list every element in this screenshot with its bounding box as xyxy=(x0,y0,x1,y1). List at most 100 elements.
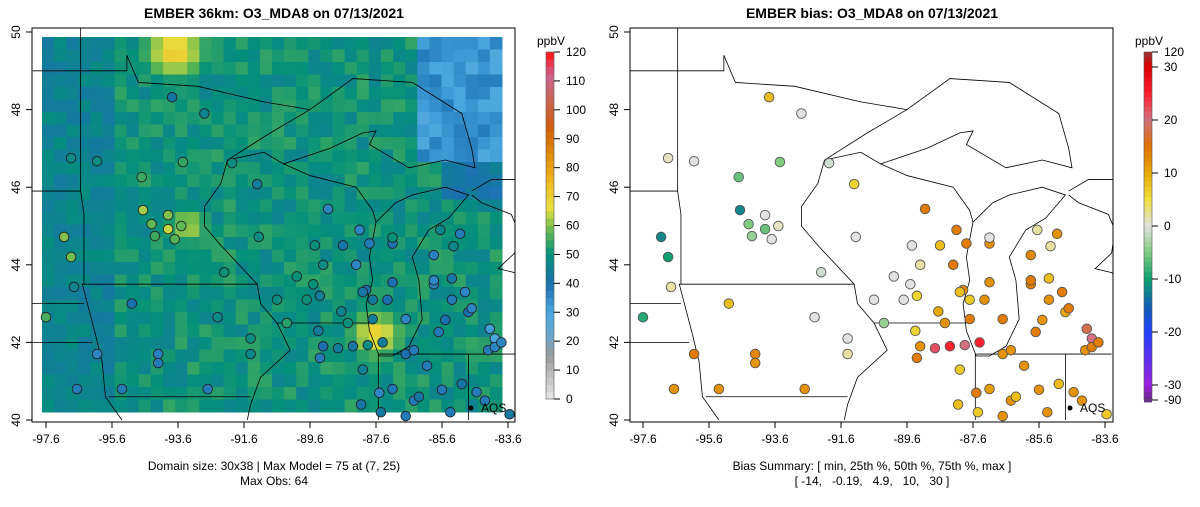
station-point xyxy=(301,294,312,305)
model-grid-cell xyxy=(272,99,285,113)
model-grid-cell xyxy=(368,262,382,275)
model-grid-cell xyxy=(78,112,91,125)
colorbar-swatch xyxy=(1144,367,1152,373)
model-grid-cell xyxy=(332,387,346,400)
model-grid-cell xyxy=(54,74,67,88)
model-grid-cell xyxy=(126,212,140,225)
model-grid-cell xyxy=(393,37,406,50)
model-grid-cell xyxy=(78,174,91,188)
station-point xyxy=(723,298,735,309)
model-grid-cell xyxy=(477,37,491,50)
model-grid-cell xyxy=(465,49,479,63)
station-point xyxy=(271,294,283,305)
model-grid-cell xyxy=(272,324,285,338)
model-grid-cell xyxy=(54,37,67,50)
station-point xyxy=(959,339,971,351)
model-grid-cell xyxy=(272,224,285,238)
station-point xyxy=(166,91,178,103)
station-point xyxy=(929,342,941,354)
model-grid-cell xyxy=(163,362,176,375)
model-grid-cell xyxy=(235,124,249,138)
boundary-line xyxy=(283,163,377,223)
model-grid-cell xyxy=(477,49,491,63)
station-point xyxy=(1037,314,1048,326)
colorbar-tick-label: 30 xyxy=(1164,60,1178,74)
model-grid-cell xyxy=(489,87,503,100)
model-grid-cell xyxy=(114,349,128,363)
model-grid-cell xyxy=(320,74,333,88)
model-grid-cell xyxy=(175,374,188,388)
model-grid-cell xyxy=(296,137,309,150)
model-grid-cell xyxy=(405,124,418,138)
aqs-legend-marker-right xyxy=(1067,405,1073,411)
model-grid-cell xyxy=(272,387,285,400)
model-grid-cell xyxy=(441,324,455,338)
model-grid-cell xyxy=(54,174,67,188)
model-grid-cell xyxy=(42,124,55,138)
model-grid-cell xyxy=(114,37,128,50)
model-grid-cell xyxy=(259,312,273,325)
station-point xyxy=(809,311,820,323)
station-point xyxy=(842,333,853,344)
model-grid-cell xyxy=(138,312,152,325)
model-grid-cell xyxy=(126,337,140,350)
aqs-legend-marker-left xyxy=(468,405,474,411)
model-grid-cell xyxy=(163,99,176,113)
model-grid-cell xyxy=(187,224,200,238)
colorbar-swatch xyxy=(1144,212,1152,218)
model-grid-cell xyxy=(284,62,297,75)
colorbar-tick-label: 10 xyxy=(1164,166,1178,180)
model-grid-cell xyxy=(78,62,91,75)
model-grid-cell xyxy=(272,87,285,100)
model-grid-cell xyxy=(393,374,406,388)
model-grid-cell xyxy=(223,374,237,388)
model-grid-cell xyxy=(90,274,103,288)
model-grid-cell xyxy=(465,37,479,50)
x-tick-label: -85.6 xyxy=(1025,432,1053,446)
model-grid-cell xyxy=(199,62,212,75)
model-grid-cell xyxy=(344,199,358,213)
model-grid-cell xyxy=(150,274,164,288)
model-grid-cell xyxy=(393,299,406,313)
colorbar-swatch xyxy=(1144,192,1152,198)
colorbar-swatch xyxy=(1144,282,1152,288)
model-grid-cell xyxy=(417,174,430,188)
model-grid-cell xyxy=(272,274,285,288)
model-grid-cell xyxy=(235,74,249,88)
model-grid-cell xyxy=(453,74,467,88)
model-grid-cell xyxy=(102,287,116,300)
model-grid-cell xyxy=(211,62,225,75)
model-grid-cell xyxy=(429,62,442,75)
model-grid-cell xyxy=(138,237,152,250)
model-grid-cell xyxy=(477,312,491,325)
station-point xyxy=(149,230,161,242)
model-grid-cell xyxy=(429,174,442,188)
model-grid-cell xyxy=(259,362,273,375)
x-tick-label: -91.6 xyxy=(827,432,855,446)
station-point xyxy=(1063,303,1074,314)
model-grid-cell xyxy=(78,349,91,363)
model-grid-cell xyxy=(477,362,491,375)
model-grid-cell xyxy=(405,49,418,63)
model-grid-cell xyxy=(42,174,55,188)
model-grid-cell xyxy=(175,299,188,313)
model-grid-cell xyxy=(405,74,418,88)
colorbar-swatch xyxy=(1144,362,1152,368)
station-point xyxy=(1051,228,1063,240)
colorbar-swatch xyxy=(546,174,554,183)
station-point xyxy=(766,233,777,245)
model-grid-cell xyxy=(296,62,309,75)
station-point xyxy=(796,108,807,119)
model-grid-cell xyxy=(90,237,103,250)
model-grid-cell xyxy=(429,312,442,325)
model-grid-cell xyxy=(393,87,406,100)
model-grid-cell xyxy=(126,374,140,388)
station-point xyxy=(337,240,349,251)
model-grid-cell xyxy=(344,112,358,125)
model-grid-cell xyxy=(259,374,273,388)
model-grid-cell xyxy=(90,287,103,300)
model-grid-cell xyxy=(465,249,479,263)
station-point xyxy=(332,342,344,354)
model-grid-cell xyxy=(42,162,55,175)
model-grid-cell xyxy=(284,37,297,50)
